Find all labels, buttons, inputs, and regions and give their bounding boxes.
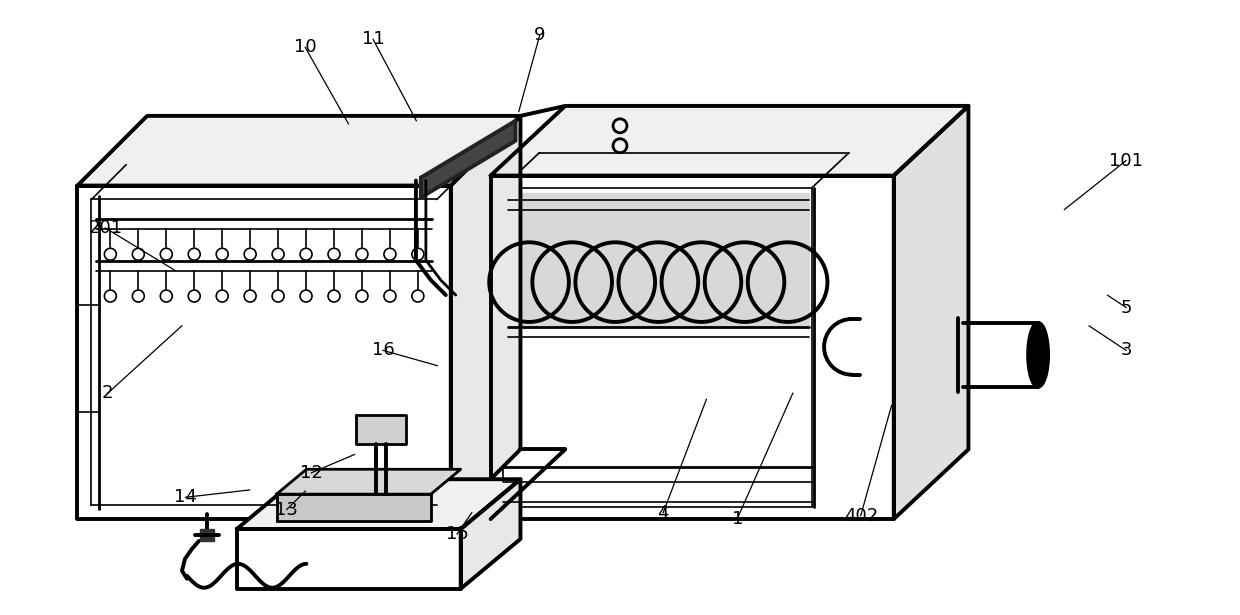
- Polygon shape: [277, 494, 430, 521]
- Text: 2: 2: [102, 384, 114, 402]
- Text: 15: 15: [445, 525, 469, 543]
- Polygon shape: [894, 106, 968, 519]
- Polygon shape: [507, 192, 810, 327]
- Text: 13: 13: [275, 501, 298, 518]
- Text: 1: 1: [732, 510, 743, 528]
- Polygon shape: [491, 106, 968, 176]
- Text: 10: 10: [294, 38, 316, 57]
- Text: 16: 16: [372, 341, 394, 359]
- Text: 11: 11: [362, 30, 384, 49]
- Polygon shape: [420, 121, 516, 197]
- Polygon shape: [491, 176, 894, 519]
- Polygon shape: [277, 469, 461, 494]
- Polygon shape: [461, 479, 521, 589]
- Polygon shape: [77, 116, 521, 186]
- Text: 402: 402: [843, 507, 878, 525]
- Polygon shape: [451, 116, 521, 519]
- Polygon shape: [356, 415, 405, 445]
- Text: 3: 3: [1121, 341, 1132, 359]
- Text: 5: 5: [1121, 298, 1132, 317]
- Ellipse shape: [1028, 323, 1048, 387]
- Polygon shape: [237, 479, 521, 529]
- Polygon shape: [77, 186, 451, 519]
- Polygon shape: [237, 529, 461, 589]
- Text: 14: 14: [174, 488, 197, 506]
- Text: 101: 101: [1109, 151, 1143, 170]
- Text: 4: 4: [657, 504, 668, 522]
- Text: 12: 12: [300, 464, 322, 482]
- Text: 201: 201: [88, 219, 123, 237]
- Text: 9: 9: [534, 26, 546, 44]
- Polygon shape: [200, 529, 213, 541]
